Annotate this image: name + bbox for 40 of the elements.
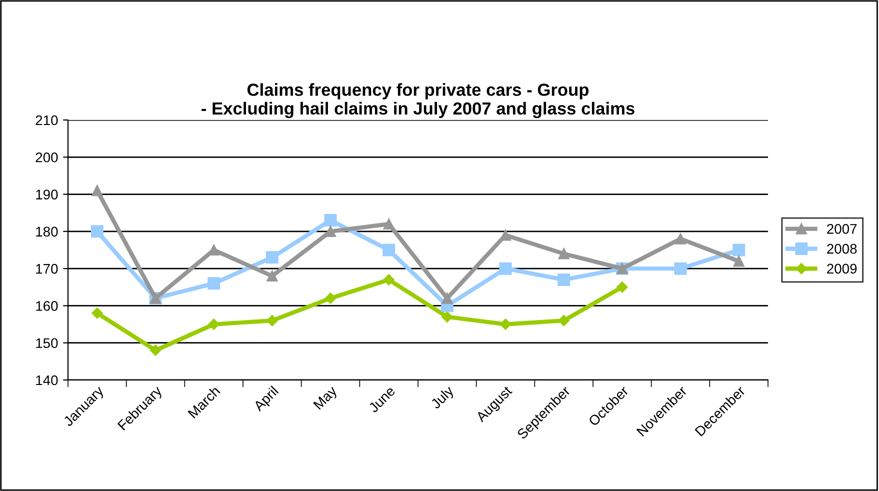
point [266,314,278,326]
point [442,311,453,322]
point [383,274,394,286]
point [266,270,278,282]
point [500,318,512,330]
legend-label: 2007 [827,224,857,234]
point [324,214,337,227]
y-tick-label: 200 [36,152,58,162]
point [674,262,687,275]
x-tick-label: July [430,384,456,412]
y-tick-label: 180 [36,226,58,237]
point [732,244,746,256]
point [674,233,686,244]
point [382,244,396,256]
point [150,344,162,356]
point [266,251,278,264]
point [499,262,512,275]
chart-title: Claims frequency for private cars - Group - Excluding hail claims in July 2007 and glass claims [202,83,634,118]
point [558,248,570,260]
point [92,185,103,196]
point [558,273,570,286]
point [92,308,103,319]
y-tick-label: 210 [36,115,58,126]
point [442,292,453,304]
legend-label: 2009 [827,264,857,274]
point [616,282,628,293]
x-tick-label: May [313,385,340,412]
y-tick-label: 170 [36,264,58,274]
y-tick-label: 160 [36,301,58,311]
point [558,314,570,326]
y-tick-label: 140 [36,375,58,386]
point [208,277,220,290]
y-tick-label: 150 [36,338,58,348]
point [383,218,394,230]
point [733,256,744,267]
point [324,292,336,304]
legend-label: 2008 [827,244,857,254]
y-tick-label: 190 [36,190,58,200]
point [90,225,104,238]
point [208,318,220,330]
